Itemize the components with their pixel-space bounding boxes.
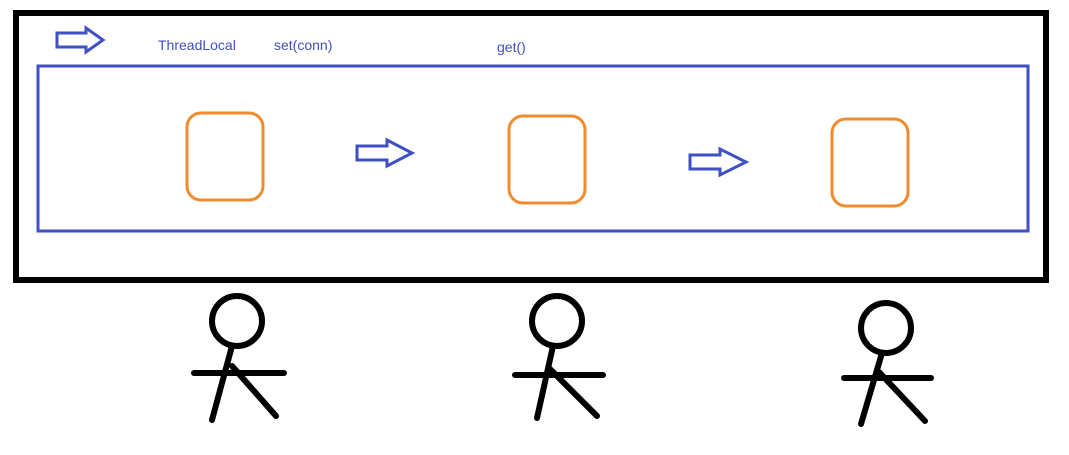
stick-figure-icon-1 bbox=[191, 293, 287, 423]
flow-arrow-icon-2 bbox=[688, 146, 750, 178]
stick-figure-icon-2 bbox=[512, 293, 606, 421]
inner-frame bbox=[36, 64, 1030, 233]
header-arrow-icon bbox=[55, 25, 106, 55]
set-conn-label: set(conn) bbox=[274, 37, 332, 53]
outer-frame bbox=[13, 10, 1049, 283]
orange-box-3 bbox=[830, 117, 910, 208]
get-label: get() bbox=[497, 39, 526, 55]
orange-box-2 bbox=[507, 114, 587, 205]
flow-arrow-icon-1 bbox=[355, 137, 416, 169]
orange-box-1 bbox=[185, 111, 265, 202]
threadlocal-label: ThreadLocal bbox=[158, 37, 236, 53]
stick-figure-icon-3 bbox=[841, 300, 934, 427]
